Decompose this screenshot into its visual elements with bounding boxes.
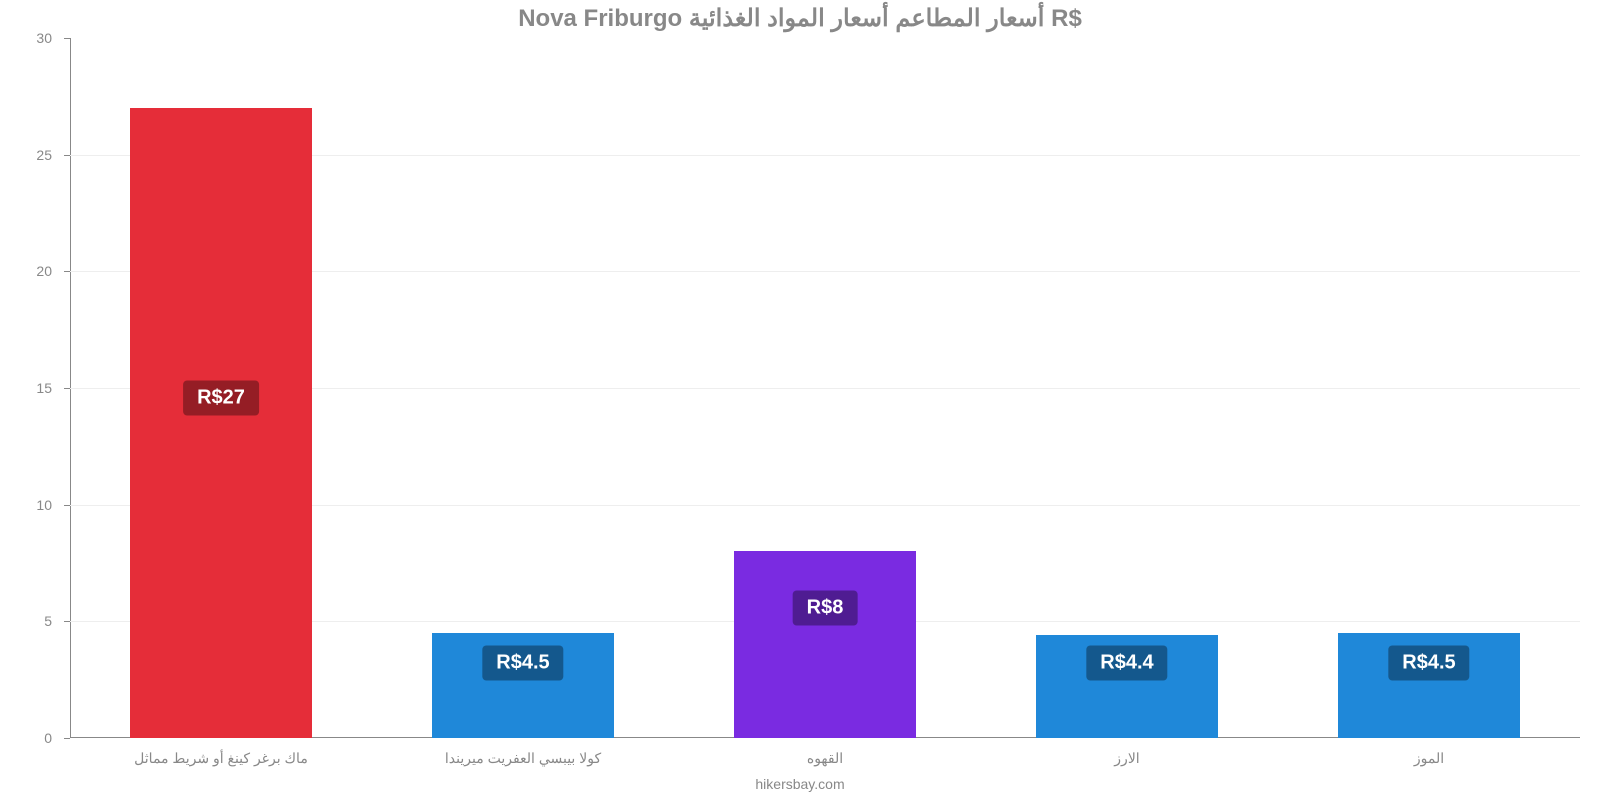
bar: R$4.5 <box>1338 633 1519 738</box>
bar-value-label: R$4.5 <box>482 646 563 681</box>
bar: R$8 <box>734 551 915 738</box>
bar-value-label: R$4.4 <box>1086 646 1167 681</box>
y-axis-tick-label: 20 <box>36 263 70 279</box>
bar-value-label: R$27 <box>183 381 259 416</box>
bar: R$27 <box>130 108 311 738</box>
y-axis-tick-label: 0 <box>44 730 70 746</box>
bar-value-label: R$4.5 <box>1388 646 1469 681</box>
y-axis-tick-label: 15 <box>36 380 70 396</box>
x-axis-category-label: ماك برغر كينغ أو شريط مماثل <box>134 750 308 767</box>
x-axis-category-label: القهوه <box>807 750 843 767</box>
y-axis-tick-label: 10 <box>36 497 70 513</box>
x-axis-category-label: كولا بيبسي العفريت ميريندا <box>445 750 601 767</box>
plot-area: 051015202530R$27ماك برغر كينغ أو شريط مم… <box>70 38 1580 738</box>
y-axis-tick-label: 25 <box>36 147 70 163</box>
bar: R$4.5 <box>432 633 613 738</box>
chart-footer: hikersbay.com <box>0 776 1600 792</box>
y-axis-tick-label: 30 <box>36 30 70 46</box>
price-bar-chart: Nova Friburgo أسعار المطاعم أسعار المواد… <box>0 0 1600 800</box>
x-axis-category-label: الارز <box>1114 750 1139 767</box>
bar: R$4.4 <box>1036 635 1217 738</box>
chart-title: Nova Friburgo أسعار المطاعم أسعار المواد… <box>0 4 1600 33</box>
bar-value-label: R$8 <box>793 591 858 626</box>
x-axis-category-label: الموز <box>1414 750 1444 767</box>
y-axis-tick-label: 5 <box>44 613 70 629</box>
